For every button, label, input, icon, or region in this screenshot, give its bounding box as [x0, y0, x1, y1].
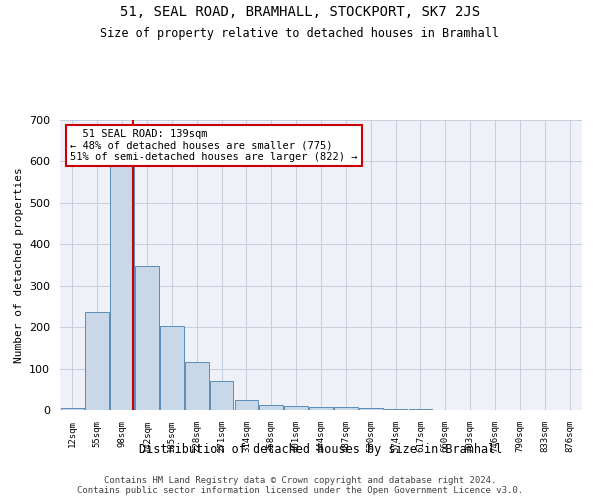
Text: Contains HM Land Registry data © Crown copyright and database right 2024.
Contai: Contains HM Land Registry data © Crown c… — [77, 476, 523, 495]
Text: Distribution of detached houses by size in Bramhall: Distribution of detached houses by size … — [139, 442, 503, 456]
Bar — [210, 381, 233, 410]
Bar — [85, 312, 109, 410]
Y-axis label: Number of detached properties: Number of detached properties — [14, 167, 23, 363]
Text: Size of property relative to detached houses in Bramhall: Size of property relative to detached ho… — [101, 28, 499, 40]
Bar — [160, 326, 184, 410]
Bar — [359, 408, 383, 410]
Text: 51 SEAL ROAD: 139sqm  
← 48% of detached houses are smaller (775)
51% of semi-de: 51 SEAL ROAD: 139sqm ← 48% of detached h… — [70, 128, 358, 162]
Bar — [61, 408, 84, 410]
Bar — [259, 404, 283, 410]
Bar — [384, 409, 407, 410]
Bar — [309, 406, 333, 410]
Text: 51, SEAL ROAD, BRAMHALL, STOCKPORT, SK7 2JS: 51, SEAL ROAD, BRAMHALL, STOCKPORT, SK7 … — [120, 5, 480, 19]
Bar — [284, 406, 308, 410]
Bar — [110, 166, 134, 410]
Bar — [185, 362, 209, 410]
Bar — [235, 400, 258, 410]
Bar — [334, 406, 358, 410]
Bar — [409, 409, 432, 410]
Bar — [135, 266, 159, 410]
